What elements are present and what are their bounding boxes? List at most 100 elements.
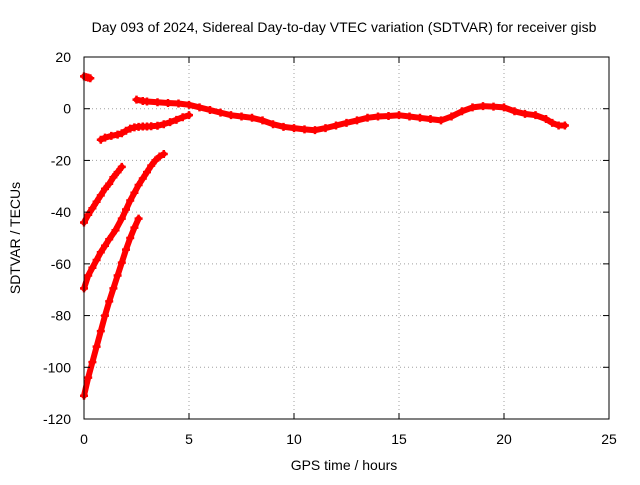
data-point [105,179,114,188]
data-point [126,196,135,205]
data-point [185,100,193,109]
data-point [321,124,330,133]
data-point [279,122,288,131]
data-point [185,111,193,120]
data-point [342,118,351,127]
data-point [155,152,164,161]
data-point [405,112,414,121]
data-point [84,373,93,382]
data-point [86,74,95,83]
data-point [531,111,540,120]
data-point [479,102,487,111]
y-tick-label: 0 [63,101,71,117]
data-point [143,97,151,106]
data-point [109,173,118,182]
data-point [548,118,557,127]
series-4-trace [81,215,142,399]
axis-ticks [83,56,610,420]
data-point [153,121,162,130]
data-point [395,111,403,120]
data-point [122,205,130,214]
y-tick-label: 20 [55,49,71,65]
data-point [134,214,143,223]
data-point [132,95,141,104]
x-tick-label: 25 [601,431,617,447]
data-point [237,112,246,121]
data-point [216,108,225,117]
data-point [117,214,126,223]
data-point [117,162,126,171]
chart-title: Day 093 of 2024, Sidereal Day-to-day VTE… [92,19,597,35]
y-tick-label: -60 [51,256,71,272]
series-5-trace [133,96,568,134]
x-axis-label: GPS time / hours [291,457,398,473]
x-tick-label: 20 [496,431,512,447]
data-point [195,103,204,112]
data-point [92,197,101,206]
data-point [101,133,109,142]
data-point [437,116,445,125]
y-tick-label: -20 [51,152,71,168]
data-point [122,245,130,254]
data-point [88,204,97,213]
x-tick-label: 5 [185,431,193,447]
data-point [521,109,529,118]
data-point [96,191,105,200]
y-axis-label: SDTVAR / TECUs [7,182,23,294]
data-point [560,121,569,130]
data-point [172,115,181,124]
data-point [147,161,156,170]
data-point [426,115,435,124]
data-point [384,111,393,120]
data-point [159,120,168,129]
data-point [447,112,456,121]
data-point [138,174,147,183]
grid-lines [84,57,609,419]
data-point [290,124,298,133]
data-point [130,188,139,197]
data-point [96,327,105,336]
data-point [500,103,508,112]
data-point [510,107,519,116]
data-point [269,120,277,129]
data-point [206,106,214,115]
data-point [178,113,187,122]
x-tick-label: 15 [391,431,407,447]
data-point [117,129,126,138]
data-point [248,113,256,122]
data-point [113,168,122,177]
data-point [105,297,114,306]
data-point [117,258,126,267]
tick-labels: 0 5 10 15 20 25 -120 -100 -80 -60 -40 -20 0 20 [43,49,617,447]
data-point [96,248,105,257]
plot-frame [83,56,610,420]
y-tick-label: -80 [51,308,71,324]
data-point [143,168,151,177]
data-point [96,135,105,144]
data-point [374,112,382,121]
data-point [113,271,122,280]
data-point [111,226,120,235]
data-point [134,180,143,189]
data-point [353,116,361,125]
x-tick-label: 10 [286,431,302,447]
data-point [164,99,172,108]
data-point [92,255,101,264]
data-point [101,184,109,193]
data-points [80,72,569,400]
data-point [300,125,309,134]
data-point [159,149,168,158]
y-tick-label: -100 [43,359,71,375]
data-point [489,102,498,111]
data-point [122,126,130,135]
data-point [332,121,340,130]
data-point [174,99,183,108]
data-point [101,241,109,250]
data-point [113,130,122,139]
data-point [458,107,466,116]
data-point [311,126,319,135]
data-point [107,131,116,140]
data-point [130,223,139,232]
